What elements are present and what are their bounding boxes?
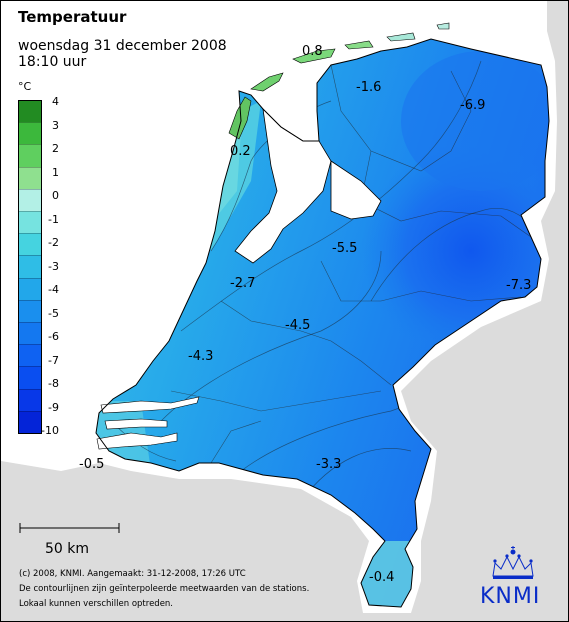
estuary-mid bbox=[104, 418, 168, 430]
legend-segment bbox=[19, 166, 41, 189]
credit-line-2: De contourlijnen zijn geïnterpoleerde me… bbox=[19, 584, 310, 594]
legend-segment bbox=[19, 322, 41, 345]
temp-label-utrecht: -4.5 bbox=[285, 318, 310, 333]
legend-segment bbox=[19, 299, 41, 323]
temp-label-amsterdam: -2.7 bbox=[230, 276, 255, 291]
legend-segment bbox=[19, 344, 41, 367]
legend-tick-label: 4 bbox=[52, 95, 59, 108]
legend-tick-label: -6 bbox=[48, 330, 59, 343]
temp-label-maastricht: -0.4 bbox=[369, 570, 394, 585]
knmi-logo-text: KNMI bbox=[480, 584, 541, 609]
island-schiermonnikoog bbox=[386, 32, 416, 42]
temp-label-friesland: -1.6 bbox=[356, 80, 381, 95]
legend-colorbar bbox=[18, 100, 42, 434]
legend-segment bbox=[19, 144, 41, 167]
country-border bbox=[95, 38, 550, 608]
legend-tick-label: -4 bbox=[48, 283, 59, 296]
legend-segment bbox=[19, 366, 41, 389]
legend-tick-label: 1 bbox=[52, 165, 59, 179]
legend-tick-label: 2 bbox=[52, 142, 59, 155]
temp-label-terschelling: 0.8 bbox=[302, 44, 323, 59]
estuary-north bbox=[100, 396, 200, 414]
legend-segment bbox=[19, 101, 41, 123]
credit-line-1: (c) 2008, KNMI. Aangemaakt: 31-12-2008, … bbox=[19, 569, 246, 579]
island-terschelling bbox=[292, 48, 336, 64]
legend-tick-label: -9 bbox=[48, 400, 59, 414]
island-vlieland bbox=[250, 72, 284, 92]
legend-tick-label: -2 bbox=[48, 236, 59, 249]
legend-tick-label: 3 bbox=[52, 118, 59, 132]
legend-segment bbox=[19, 188, 41, 212]
temp-label-flevoland: -5.5 bbox=[332, 241, 357, 256]
temp-label-vlissingen: -0.5 bbox=[79, 457, 104, 472]
legend-tick-label: -3 bbox=[48, 259, 59, 273]
legend-segment bbox=[19, 388, 41, 411]
island-ameland bbox=[344, 40, 374, 50]
island-rottumeroog bbox=[436, 22, 450, 30]
legend-tick-label: -5 bbox=[48, 306, 59, 320]
legend-segment bbox=[19, 233, 41, 256]
temp-label-eindhoven: -3.3 bbox=[316, 457, 341, 472]
legend-tick-label: -7 bbox=[48, 353, 59, 367]
legend-tick-label: -1 bbox=[48, 212, 59, 226]
map-date: woensdag 31 december 2008 bbox=[18, 38, 227, 54]
temp-label-twente: -7.3 bbox=[506, 278, 531, 293]
legend-segment bbox=[19, 277, 41, 300]
scale-label: 50 km bbox=[45, 541, 90, 557]
map-title: Temperatuur bbox=[18, 8, 127, 26]
credit-line-3: Lokaal kunnen verschillen optreden. bbox=[19, 599, 174, 609]
legend-segment bbox=[19, 122, 41, 145]
scale-bar bbox=[19, 523, 120, 533]
temp-label-groningen: -6.9 bbox=[460, 98, 485, 113]
legend-segment bbox=[19, 211, 41, 234]
ijssel-bay bbox=[330, 160, 382, 220]
temp-label-rotterdam: -4.3 bbox=[188, 349, 213, 364]
legend-tick-label: -10 bbox=[41, 424, 59, 437]
legend-tick-label: -8 bbox=[48, 377, 59, 390]
temp-label-den-helder: 0.2 bbox=[230, 144, 251, 159]
island-texel bbox=[228, 96, 252, 140]
legend-segment bbox=[19, 255, 41, 278]
legend-tick-label: 0 bbox=[52, 189, 59, 202]
knmi-crown-icon bbox=[492, 546, 534, 579]
estuary-south bbox=[96, 432, 178, 450]
legend-segment bbox=[19, 410, 41, 434]
map-time: 18:10 uur bbox=[18, 54, 87, 70]
legend-unit: °C bbox=[18, 80, 32, 93]
